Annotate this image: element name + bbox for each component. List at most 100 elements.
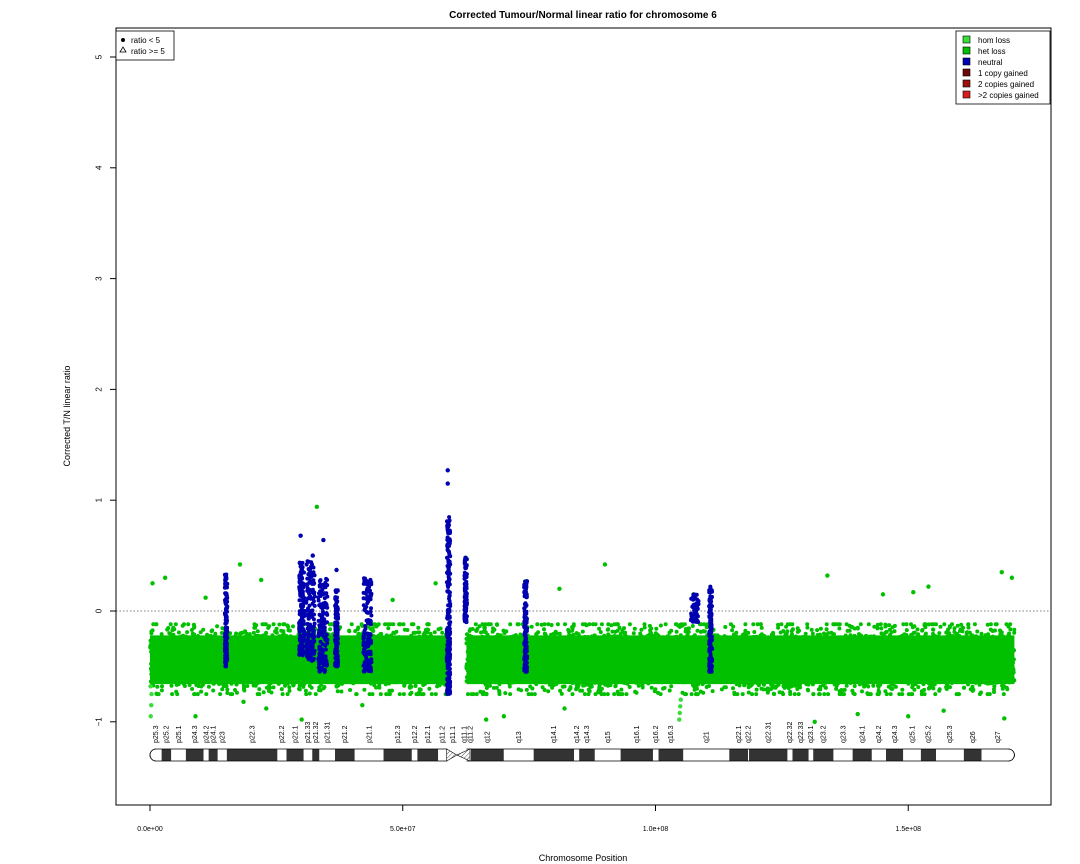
het-loss-point bbox=[619, 687, 624, 692]
het-loss-point bbox=[904, 628, 909, 633]
het-loss-point bbox=[731, 686, 735, 691]
het-loss-point bbox=[605, 692, 610, 697]
het-loss-point bbox=[255, 692, 260, 697]
het-loss-point bbox=[684, 692, 688, 697]
het-loss-point bbox=[328, 627, 333, 632]
het-loss-point bbox=[182, 622, 186, 627]
het-loss-point bbox=[937, 631, 942, 636]
het-loss-point bbox=[557, 631, 562, 636]
het-loss-point bbox=[798, 685, 803, 690]
het-loss-point bbox=[871, 683, 876, 688]
het-loss-point bbox=[832, 632, 836, 637]
het-loss-point bbox=[416, 625, 421, 630]
het-loss-point bbox=[402, 683, 407, 688]
het-loss-point bbox=[795, 629, 800, 634]
het-loss-point bbox=[847, 623, 852, 628]
het-loss-point bbox=[915, 627, 920, 632]
het-loss-point bbox=[876, 683, 880, 688]
het-loss-point bbox=[689, 692, 694, 697]
het-loss-point bbox=[815, 628, 820, 633]
het-loss-point bbox=[922, 692, 927, 697]
het-loss-point bbox=[562, 684, 567, 689]
het-loss-point bbox=[765, 690, 770, 695]
het-loss-point bbox=[198, 630, 203, 635]
het-loss-point bbox=[837, 692, 842, 697]
het-loss-point bbox=[674, 629, 679, 634]
het-loss-point bbox=[772, 692, 777, 697]
het-loss-point bbox=[251, 630, 256, 635]
het-loss-point bbox=[663, 622, 668, 627]
het-loss-point bbox=[673, 622, 678, 627]
het-loss-point bbox=[390, 688, 394, 693]
het-loss-point bbox=[582, 692, 587, 697]
het-loss-point bbox=[255, 629, 260, 634]
het-loss-point bbox=[906, 692, 911, 697]
het-loss-point bbox=[803, 631, 808, 636]
het-loss-point bbox=[409, 622, 414, 627]
het-loss-point bbox=[362, 687, 367, 692]
het-loss-point bbox=[937, 687, 942, 692]
het-loss-point bbox=[508, 692, 513, 697]
het-loss-point bbox=[388, 622, 393, 627]
het-loss-point bbox=[1008, 627, 1013, 632]
het-loss-point bbox=[397, 622, 402, 627]
het-loss-point bbox=[539, 622, 544, 627]
het-loss-point bbox=[822, 692, 827, 697]
het-loss-point bbox=[529, 692, 534, 697]
het-loss-point bbox=[952, 626, 957, 631]
het-loss-point bbox=[961, 685, 966, 690]
het-loss-point bbox=[751, 622, 756, 627]
het-loss-point bbox=[919, 692, 924, 697]
het-loss-point bbox=[159, 688, 164, 693]
het-loss-point bbox=[586, 687, 591, 692]
het-loss-point bbox=[658, 623, 663, 628]
het-loss-point bbox=[497, 690, 502, 695]
het-loss-point bbox=[988, 627, 993, 632]
het-loss-point bbox=[731, 624, 736, 629]
het-loss-point bbox=[264, 685, 269, 690]
het-loss-point bbox=[958, 627, 963, 632]
het-loss-point bbox=[1001, 692, 1006, 697]
het-loss-point bbox=[348, 688, 353, 692]
het-loss-point bbox=[218, 692, 223, 697]
het-loss-point bbox=[532, 692, 537, 697]
het-loss-point bbox=[779, 622, 784, 627]
het-loss-point bbox=[271, 685, 276, 690]
het-loss-point bbox=[438, 626, 443, 631]
het-loss-point bbox=[155, 684, 160, 689]
het-loss-point bbox=[642, 622, 647, 627]
het-loss-point bbox=[507, 684, 512, 689]
het-loss-point bbox=[979, 631, 984, 636]
het-loss-point bbox=[811, 692, 816, 697]
het-loss-point bbox=[942, 622, 947, 627]
het-loss-point bbox=[287, 688, 292, 693]
het-loss-point bbox=[667, 688, 672, 693]
het-loss-point bbox=[985, 622, 990, 627]
het-loss-point bbox=[349, 622, 354, 627]
het-loss-point bbox=[613, 683, 618, 688]
het-loss-point bbox=[271, 622, 276, 627]
het-loss-point bbox=[911, 631, 916, 635]
het-loss-point bbox=[559, 691, 564, 696]
het-loss-point bbox=[818, 626, 823, 631]
het-loss-point bbox=[245, 684, 250, 688]
het-loss-point bbox=[860, 689, 864, 694]
het-loss-point bbox=[735, 692, 740, 697]
het-loss-point bbox=[185, 630, 190, 635]
het-loss-point bbox=[384, 692, 389, 697]
het-loss-point bbox=[195, 692, 200, 697]
het-loss-point bbox=[796, 692, 801, 697]
het-loss-point bbox=[602, 692, 607, 697]
het-loss-point bbox=[692, 684, 697, 689]
het-loss-point bbox=[680, 690, 685, 695]
het-loss-point bbox=[309, 685, 314, 690]
het-loss-point bbox=[916, 685, 921, 690]
het-loss-point bbox=[754, 692, 759, 697]
het-loss-point bbox=[401, 692, 406, 697]
het-loss-point bbox=[640, 685, 645, 690]
het-loss-point bbox=[257, 687, 262, 692]
het-loss-point bbox=[809, 627, 814, 632]
het-loss-point bbox=[746, 630, 751, 635]
het-loss-point bbox=[599, 622, 604, 627]
het-loss-point bbox=[884, 692, 889, 697]
